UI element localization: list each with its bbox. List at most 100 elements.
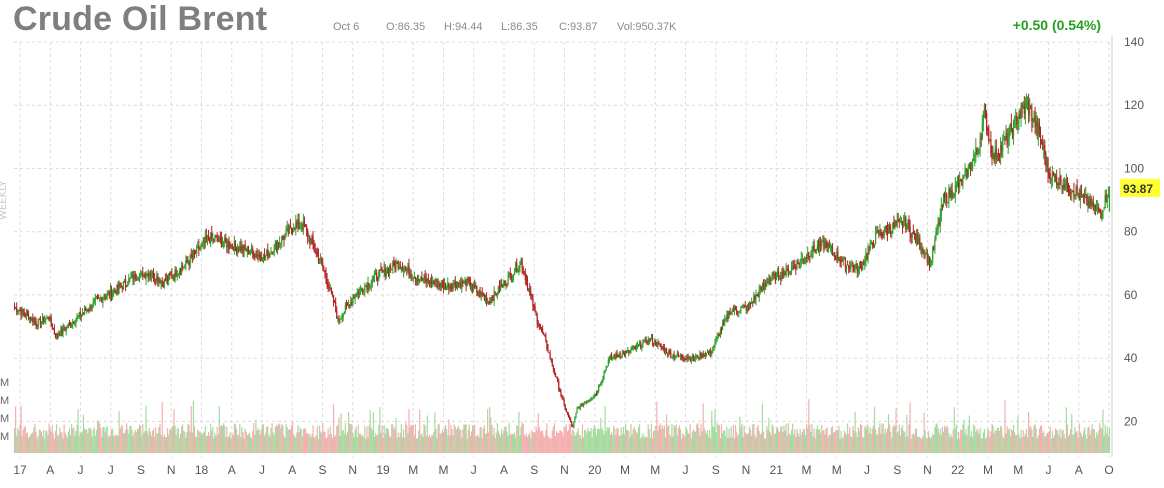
volume-bar: [623, 435, 626, 453]
candle-body: [128, 278, 130, 285]
volume-axis-label: M: [0, 395, 9, 407]
volume-bar: [26, 432, 29, 453]
candle-body: [523, 271, 525, 273]
candle-body: [519, 261, 521, 267]
candle-body: [643, 339, 645, 344]
candle-body: [837, 251, 839, 260]
volume-bar: [576, 431, 578, 453]
volume-bar: [1025, 428, 1028, 453]
candle-body: [982, 112, 984, 124]
candle-body: [537, 323, 539, 326]
candle-body: [912, 231, 914, 233]
volume-bar: [1005, 433, 1007, 453]
candle-body: [1053, 175, 1056, 178]
candle-body: [435, 279, 437, 283]
volume-bar: [1090, 430, 1092, 453]
volume-bar: [636, 433, 639, 453]
volume-bar: [855, 432, 857, 453]
candle-body: [676, 353, 678, 357]
volume-bar: [101, 436, 103, 453]
candle-body: [868, 249, 870, 251]
volume-bar: [518, 411, 520, 453]
candle-body: [786, 268, 788, 270]
candle-body: [192, 251, 195, 257]
candle-body: [744, 306, 746, 308]
volume-bar: [223, 423, 225, 453]
volume-bar: [64, 432, 66, 453]
candle-body: [1061, 185, 1063, 189]
volume-bar: [879, 423, 881, 453]
candle-body: [679, 354, 682, 357]
volume-bar: [87, 433, 89, 453]
volume-bar: [1064, 438, 1066, 453]
last-price-box: [1120, 178, 1160, 197]
candle-body: [67, 323, 70, 328]
candle-body: [454, 281, 456, 286]
volume-bar: [388, 435, 391, 453]
candle-body: [969, 163, 972, 170]
volume-bar: [980, 438, 982, 453]
candle-body: [550, 359, 552, 361]
candle-body: [790, 267, 793, 271]
x-tick-label: M: [1013, 463, 1023, 477]
volume-bar: [283, 435, 285, 453]
volume-bar: [543, 435, 545, 453]
candle-body: [162, 281, 164, 287]
candle-body: [52, 328, 54, 330]
volume-bar: [506, 431, 508, 453]
candle-body: [231, 243, 233, 248]
candle-body: [126, 285, 128, 287]
candle-body: [386, 268, 389, 273]
candle-body: [488, 301, 490, 303]
candle-body: [384, 268, 386, 276]
candle-body: [441, 281, 443, 283]
candle-body: [974, 155, 976, 157]
volume-bar: [89, 427, 91, 453]
volume-bar: [115, 434, 117, 453]
candle-body: [1062, 185, 1064, 190]
candle-body: [556, 376, 558, 378]
candle-body: [356, 292, 358, 295]
candle-body: [995, 147, 997, 160]
x-tick-label: N: [167, 463, 176, 477]
candle-body: [391, 269, 393, 271]
volume-bar: [276, 426, 279, 453]
volume-bar: [481, 438, 483, 453]
volume-bar: [912, 433, 914, 453]
candle-body: [336, 310, 338, 319]
candle-body: [202, 239, 204, 243]
volume-bar: [77, 409, 79, 453]
volume-bar: [751, 435, 753, 453]
candle-body: [654, 340, 656, 344]
candle-body: [465, 279, 467, 287]
x-tick-label: 19: [376, 463, 390, 477]
interval-watermark: WEEKLY: [0, 180, 9, 220]
candle-body: [467, 278, 469, 281]
volume-bar: [459, 429, 461, 453]
volume-bar: [788, 433, 790, 453]
volume-bar: [1091, 424, 1093, 453]
volume-bar: [925, 437, 927, 453]
candle-body: [1051, 172, 1053, 182]
candle-body: [1036, 121, 1038, 134]
candle-body: [456, 283, 459, 288]
volume-bar: [50, 431, 52, 453]
candle-body: [211, 232, 213, 239]
candle-body: [599, 385, 601, 387]
candle-body: [548, 352, 550, 354]
candle-body: [608, 356, 611, 361]
volume-bar: [256, 430, 258, 453]
candle-body: [358, 290, 360, 296]
x-tick-label: A: [228, 463, 236, 477]
volume-bar: [1102, 409, 1104, 453]
candle-body: [887, 226, 890, 234]
volume-bar: [258, 430, 260, 453]
candle-body: [71, 324, 73, 327]
volume-bar: [877, 434, 879, 453]
volume-bar: [95, 430, 98, 453]
candle-body: [812, 245, 814, 253]
candle-body: [24, 313, 26, 316]
candle-body: [904, 216, 906, 222]
volume-bar: [62, 438, 64, 453]
candle-body: [175, 269, 177, 276]
